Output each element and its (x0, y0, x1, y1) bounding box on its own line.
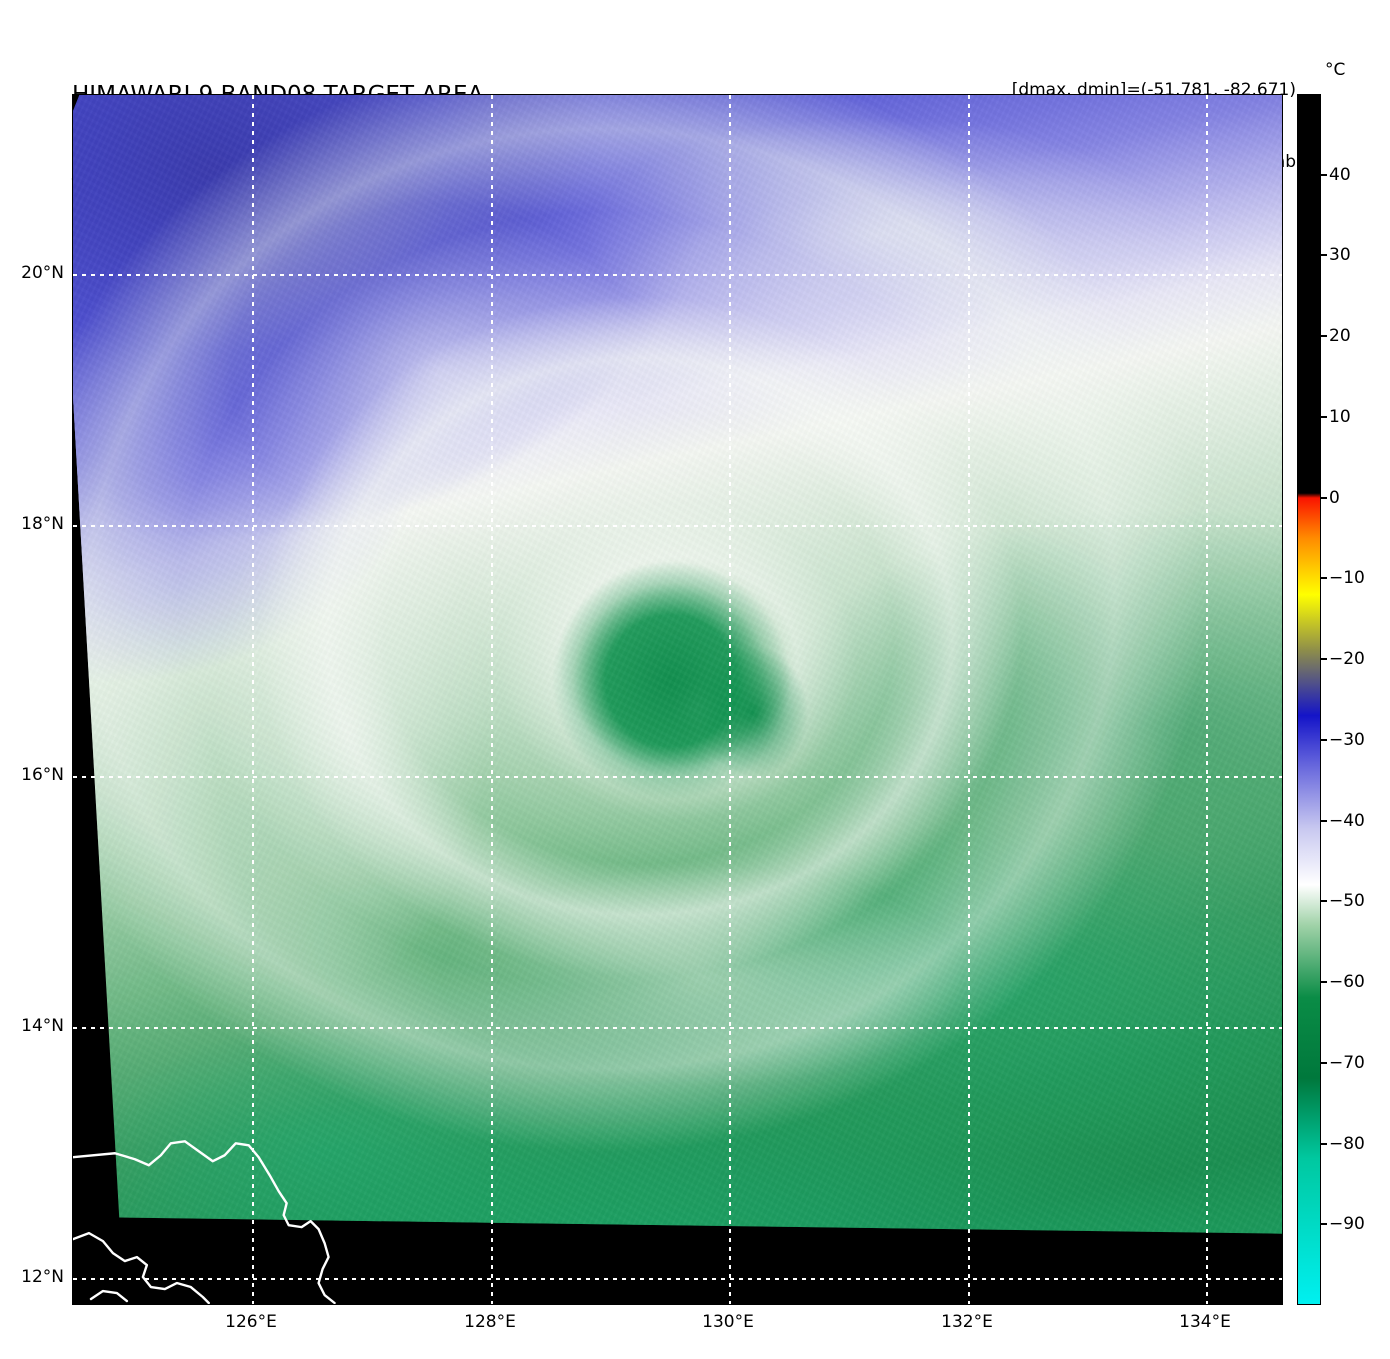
colorbar-tick-label--50: −50 (1329, 891, 1365, 912)
colorbar-tick-label--10: −10 (1329, 568, 1365, 589)
colorbar-tick-mark-40 (1321, 173, 1327, 176)
colorbar-tick-label--20: −20 (1329, 649, 1365, 670)
lat-tick-14n: 14°N (21, 1016, 64, 1036)
colorbar-tick-mark--80 (1321, 1142, 1327, 1145)
colorbar-tick-mark-10 (1321, 415, 1327, 418)
lat-tick-18n: 18°N (21, 514, 64, 534)
colorbar-tick-label-20: 20 (1329, 326, 1351, 347)
colorbar-tick-label--30: −30 (1329, 729, 1365, 750)
lat-tick-16n: 16°N (21, 765, 64, 785)
colorbar-tick-label--60: −60 (1329, 972, 1365, 993)
lat-tick-12n: 12°N (21, 1267, 64, 1287)
lon-tick-128e: 128°E (464, 1312, 516, 1332)
colorbar-tick-mark--90 (1321, 1223, 1327, 1226)
colorbar-tick-label--80: −80 (1329, 1133, 1365, 1154)
colorbar-tick-mark-0 (1321, 496, 1327, 499)
colorbar-tick-mark--10 (1321, 577, 1327, 580)
colorbar-tick-label--40: −40 (1329, 810, 1365, 831)
colorbar-tick-label-30: 30 (1329, 245, 1351, 266)
colorbar-tick-label-0: 0 (1329, 487, 1340, 508)
temperature-colorbar[interactable] (1297, 94, 1321, 1305)
colorbar-tick-mark--60 (1321, 981, 1327, 984)
lon-tick-130e: 130°E (702, 1312, 754, 1332)
colorbar-tick-mark--20 (1321, 658, 1327, 661)
colorbar-unit-label: °C (1325, 60, 1346, 80)
colorbar-tick-label-40: 40 (1329, 164, 1351, 185)
colorbar-tick-mark--30 (1321, 738, 1327, 741)
lat-tick-20n: 20°N (21, 263, 64, 283)
colorbar-tick-mark--50 (1321, 900, 1327, 903)
colorbar-gradient (1298, 95, 1320, 1304)
storm-core-layer (73, 95, 1282, 1234)
lon-tick-126e: 126°E (225, 1312, 277, 1332)
coastline-overlay (73, 1140, 336, 1304)
colorbar-tick-label--70: −70 (1329, 1052, 1365, 1073)
colorbar-tick-mark-20 (1321, 335, 1327, 338)
colorbar-tick-mark--40 (1321, 819, 1327, 822)
colorbar-tick-mark-30 (1321, 254, 1327, 257)
colorbar-tick-mark--70 (1321, 1061, 1327, 1064)
colorbar-tick-label-10: 10 (1329, 406, 1351, 427)
satellite-image-plot[interactable]: Copyright © 2020-2025 Dapiya (72, 94, 1283, 1305)
lon-tick-134e: 134°E (1179, 1312, 1231, 1332)
cloud-texture-layer (73, 95, 1282, 1234)
colorbar-tick-label--90: −90 (1329, 1214, 1365, 1235)
satellite-swath (73, 95, 1282, 1234)
lon-tick-132e: 132°E (941, 1312, 993, 1332)
